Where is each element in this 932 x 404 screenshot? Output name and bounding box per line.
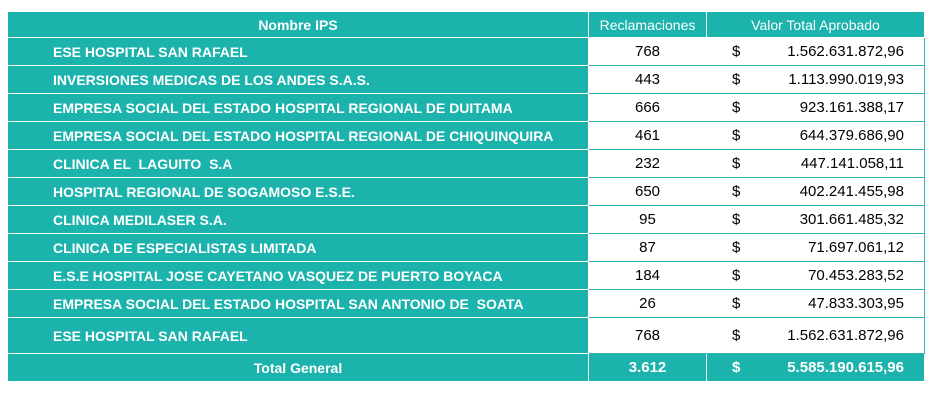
approved-value: 402.241.455,98 xyxy=(799,183,904,200)
table-row: ESE HOSPITAL SAN RAFAEL 768 $1.562.631.872… xyxy=(7,317,925,354)
approved-value: 1.113.990.019,93 xyxy=(788,71,904,88)
approved-value: 447.141.058,11 xyxy=(800,155,904,172)
ips-name: INVERSIONES MEDICAS DE LOS ANDES S.A.S. xyxy=(7,65,589,94)
approved-value-cell: $923.161.388,17 xyxy=(706,93,925,122)
total-row: Total General 3.612 $5.585.190.615,96 xyxy=(7,353,925,382)
currency-symbol: $ xyxy=(732,359,741,376)
claims-count: 461 xyxy=(588,121,707,150)
ips-claims-table: Nombre IPS Reclamaciones Valor Total Apr… xyxy=(7,11,925,382)
claims-count: 26 xyxy=(588,289,707,318)
approved-value-cell: $1.113.990.019,93 xyxy=(706,65,925,94)
header-valor-total: Valor Total Aprobado xyxy=(706,11,925,38)
claims-count: 443 xyxy=(588,65,707,94)
approved-value: 47.833.303,95 xyxy=(808,295,904,312)
currency-symbol: $ xyxy=(732,211,741,228)
claims-count: 87 xyxy=(588,233,707,262)
claims-count: 184 xyxy=(588,261,707,290)
approved-value-cell: $47.833.303,95 xyxy=(706,289,925,318)
total-value: 5.585.190.615,96 xyxy=(787,359,904,376)
table-row: INVERSIONES MEDICAS DE LOS ANDES S.A.S. 4… xyxy=(7,65,925,94)
table-row: HOSPITAL REGIONAL DE SOGAMOSO E.S.E. 650 $… xyxy=(7,177,925,206)
ips-name: EMPRESA SOCIAL DEL ESTADO HOSPITAL REGIO… xyxy=(7,121,589,150)
approved-value-cell: $1.562.631.872,96 xyxy=(706,37,925,66)
currency-symbol: $ xyxy=(732,183,741,200)
table-row: EMPRESA SOCIAL DEL ESTADO HOSPITAL SAN A… xyxy=(7,289,925,318)
ips-name: CLINICA MEDILASER S.A. xyxy=(7,205,589,234)
table-row: ESE HOSPITAL SAN RAFAEL 768 $1.562.631.872… xyxy=(7,37,925,66)
claims-count: 768 xyxy=(588,317,707,354)
currency-symbol: $ xyxy=(732,127,741,144)
ips-name: E.S.E HOSPITAL JOSE CAYETANO VASQUEZ DE … xyxy=(7,261,589,290)
approved-value-cell: $71.697.061,12 xyxy=(706,233,925,262)
claims-count: 232 xyxy=(588,149,707,178)
total-claims: 3.612 xyxy=(588,353,707,382)
ips-name: CLINICA EL LAGUITO S.A xyxy=(7,149,589,178)
currency-symbol: $ xyxy=(732,99,741,116)
header-reclamaciones: Reclamaciones xyxy=(588,11,707,38)
currency-symbol: $ xyxy=(732,71,741,88)
ips-name: ESE HOSPITAL SAN RAFAEL xyxy=(7,317,589,354)
approved-value: 923.161.388,17 xyxy=(799,99,904,116)
currency-symbol: $ xyxy=(732,239,741,256)
approved-value-cell: $644.379.686,90 xyxy=(706,121,925,150)
approved-value: 71.697.061,12 xyxy=(808,239,904,256)
header-row: Nombre IPS Reclamaciones Valor Total Apr… xyxy=(7,11,925,38)
approved-value: 70.453.283,52 xyxy=(808,267,904,284)
ips-name: EMPRESA SOCIAL DEL ESTADO HOSPITAL SAN A… xyxy=(7,289,589,318)
header-nombre-ips: Nombre IPS xyxy=(7,11,589,38)
claims-count: 768 xyxy=(588,37,707,66)
ips-name: EMPRESA SOCIAL DEL ESTADO HOSPITAL REGIO… xyxy=(7,93,589,122)
table-row: CLINICA MEDILASER S.A. 95 $301.661.485,32 xyxy=(7,205,925,234)
table-row: CLINICA DE ESPECIALISTAS LIMITADA 87 $71.6… xyxy=(7,233,925,262)
claims-count: 95 xyxy=(588,205,707,234)
approved-value-cell: $301.661.485,32 xyxy=(706,205,925,234)
currency-symbol: $ xyxy=(732,267,741,284)
ips-name: ESE HOSPITAL SAN RAFAEL xyxy=(7,37,589,66)
approved-value-cell: $70.453.283,52 xyxy=(706,261,925,290)
claims-count: 666 xyxy=(588,93,707,122)
table-row: CLINICA EL LAGUITO S.A 232 $447.141.058,11 xyxy=(7,149,925,178)
table-row: EMPRESA SOCIAL DEL ESTADO HOSPITAL REGIO… xyxy=(7,121,925,150)
currency-symbol: $ xyxy=(732,155,741,172)
ips-name: HOSPITAL REGIONAL DE SOGAMOSO E.S.E. xyxy=(7,177,589,206)
currency-symbol: $ xyxy=(732,295,741,312)
currency-symbol: $ xyxy=(732,327,741,344)
currency-symbol: $ xyxy=(732,43,741,60)
approved-value: 1.562.631.872,96 xyxy=(787,43,904,60)
approved-value-cell: $447.141.058,11 xyxy=(706,149,925,178)
approved-value: 644.379.686,90 xyxy=(799,127,904,144)
approved-value: 1.562.631.872,96 xyxy=(787,327,904,344)
table-row: E.S.E HOSPITAL JOSE CAYETANO VASQUEZ DE … xyxy=(7,261,925,290)
total-label: Total General xyxy=(7,353,589,382)
approved-value-cell: $1.562.631.872,96 xyxy=(706,317,925,354)
ips-name: CLINICA DE ESPECIALISTAS LIMITADA xyxy=(7,233,589,262)
total-value-cell: $5.585.190.615,96 xyxy=(706,353,925,382)
claims-count: 650 xyxy=(588,177,707,206)
approved-value-cell: $402.241.455,98 xyxy=(706,177,925,206)
table-row: EMPRESA SOCIAL DEL ESTADO HOSPITAL REGIO… xyxy=(7,93,925,122)
approved-value: 301.661.485,32 xyxy=(799,211,904,228)
